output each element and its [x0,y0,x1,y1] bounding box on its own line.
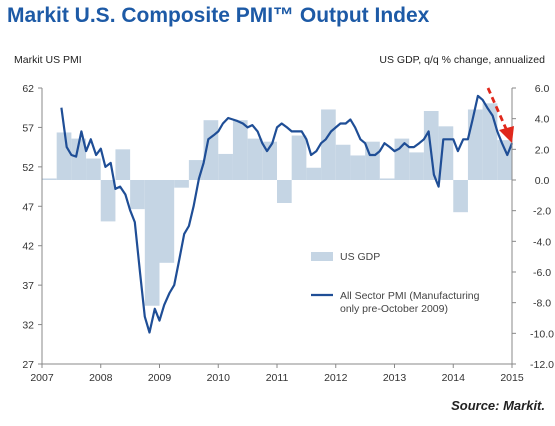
pmi-line-layer [60,94,514,334]
gdp-bar [453,180,468,213]
gdp-bar [174,180,189,188]
gdp-bar [56,132,72,180]
gdp-bar [277,180,292,203]
x-tick-label: 2008 [89,372,113,384]
left-axis-caption: Markit US PMI [14,54,82,66]
legend-label-pmi: All Sector PMI (Manufacturing only pre-Oc… [340,290,480,315]
left-tick-label: 47 [22,201,34,213]
right-tick-label: -6.0 [533,267,551,279]
gdp-bar [350,155,366,180]
legend-swatch-gdp [311,252,333,261]
left-tick-label: 62 [22,83,34,95]
gdp-bar [321,109,336,180]
gdp-bar [482,103,498,180]
annotation-layer [486,87,514,143]
right-tick-label: -8.0 [533,298,551,310]
x-tick-label: 2011 [266,372,289,384]
pmi-line [60,94,514,334]
gdp-bar [115,149,131,180]
x-tick-label: 2014 [442,372,466,384]
left-tick-label: 27 [22,359,34,371]
legend-label-gdp: US GDP [340,251,380,263]
axes: 62 57 52 47 42 37 32 27 6.0 4.0 2.0 0.0 -2.0 -4.0 -6.0… [22,83,554,384]
gdp-bar [467,109,483,180]
gdp-bar [306,167,322,180]
right-axis-caption: US GDP, q/q % change, annualized [379,54,545,66]
gdp-bar [291,135,307,180]
x-tick-label: 2015 [500,372,524,384]
annotation-arrow-shaft [486,87,509,132]
gdp-bar [42,178,57,180]
left-tick-label: 37 [22,280,34,292]
gdp-bar [379,178,395,180]
chart-title: Markit U.S. Composite PMI™ Output Index [7,4,430,27]
x-tick-label: 2007 [30,372,54,384]
right-tick-label: 2.0 [535,144,550,156]
gdp-bar [232,120,248,180]
annotation-arrow-head [499,126,514,143]
right-tick-label: 0.0 [535,175,550,187]
gdp-bar [335,144,351,180]
right-tick-label: -10.0 [530,328,554,340]
left-tick-label: 32 [22,320,34,332]
left-tick-label: 57 [22,122,34,134]
x-tick-label: 2009 [148,372,172,384]
gdp-bar [159,180,175,263]
right-tick-label: -4.0 [533,236,551,248]
x-tick-label: 2013 [383,372,407,384]
gdp-bar [130,180,145,210]
source-note: Source: Markit. [451,398,545,413]
legend: US GDP All Sector PMI (Manufacturing only … [311,251,480,315]
gdp-bar [86,158,101,180]
x-tick-label: 2010 [207,372,231,384]
right-tick-label: 4.0 [535,114,550,126]
left-tick-label: 52 [22,162,34,174]
right-tick-label: -12.0 [530,359,554,371]
gdp-bars [42,103,512,306]
gdp-bar [144,180,160,306]
gdp-bar [71,138,87,180]
x-tick-label: 2012 [324,372,348,384]
gdp-bar [247,138,263,180]
gdp-bar [218,153,233,180]
right-tick-label: -2.0 [533,206,551,218]
left-tick-label: 42 [22,241,34,253]
gdp-bar [409,152,424,180]
right-tick-label: 6.0 [535,83,550,95]
gdp-bar [100,180,116,222]
